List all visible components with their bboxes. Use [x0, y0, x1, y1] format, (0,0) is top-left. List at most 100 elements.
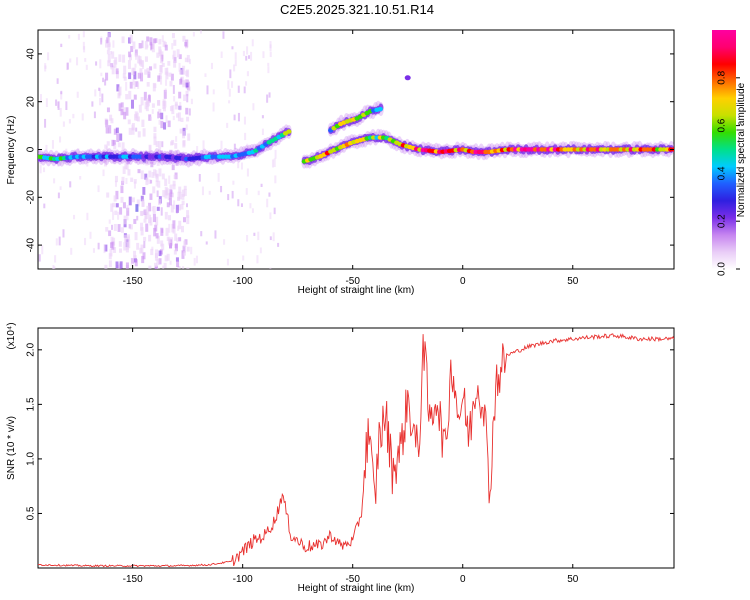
- spectrogram-cell: [111, 224, 114, 230]
- spectrogram-cell: [150, 248, 154, 256]
- spectrogram-cell: [115, 127, 119, 134]
- spectrogram-cell: [137, 72, 141, 79]
- spectrogram-cell: [159, 150, 163, 155]
- spectrogram-cell: [120, 227, 124, 233]
- spectrogram-cell: [160, 240, 164, 247]
- spectrogram-cell: [231, 46, 234, 50]
- spectrogram-cell: [155, 141, 159, 148]
- spectrogram-cell: [45, 144, 48, 151]
- spectrogram-trace-outlier: [404, 75, 411, 81]
- spectrogram-cell: [128, 127, 132, 135]
- spectrogram-cell: [138, 104, 142, 113]
- spectrogram-cell: [111, 51, 115, 59]
- spectrogram-cell: [99, 97, 102, 106]
- spectrogram-cell: [94, 89, 97, 97]
- spectrogram-cell: [246, 143, 249, 150]
- spectrogram-cell: [134, 259, 138, 267]
- snr-y-label: SNR (10 * v/v): [6, 416, 17, 480]
- spectrogram-cell: [269, 236, 272, 241]
- spectrogram-cell: [145, 177, 149, 186]
- spectrogram-cell: [110, 51, 113, 55]
- spectrogram-cell: [123, 65, 127, 75]
- spectrogram-cell: [163, 262, 167, 269]
- spectrogram-cell: [127, 169, 131, 176]
- spectrogram-cell: [158, 113, 162, 118]
- spectrogram-cell: [161, 228, 164, 233]
- spectrogram-cell: [173, 57, 177, 63]
- spectrogram-cell: [269, 44, 272, 52]
- spectrogram-cell: [156, 157, 160, 166]
- spectrogram-cell: [106, 192, 110, 198]
- spectrogram-trace-main-band: [38, 124, 292, 168]
- spectrogram-cell: [155, 170, 158, 178]
- spectrogram-cell: [120, 185, 124, 194]
- spectrogram-cell: [118, 54, 122, 62]
- spectrogram-cell: [185, 203, 188, 208]
- spectrogram-cell: [140, 222, 144, 231]
- spectrogram-x-tick-label: -100: [233, 276, 253, 287]
- spectrogram-cell: [123, 234, 127, 243]
- spectrogram-cell: [178, 105, 182, 110]
- spectrogram-cell: [242, 50, 245, 57]
- spectrogram-cell: [123, 215, 127, 225]
- spectrogram-cell: [101, 93, 104, 103]
- spectrogram-cell: [178, 186, 182, 193]
- spectrogram-cell: [108, 253, 112, 260]
- spectrogram-cell: [135, 127, 138, 132]
- spectrogram-cell: [229, 69, 232, 79]
- spectrogram-cell: [199, 30, 202, 34]
- spectrogram-cell: [106, 107, 110, 113]
- spectrogram-cell: [106, 145, 109, 152]
- spectrogram-cell: [162, 190, 166, 198]
- spectrogram-cell: [174, 243, 178, 252]
- spectrogram-cell: [117, 142, 121, 148]
- spectrogram-cell: [156, 235, 160, 244]
- spectrogram-cell: [233, 114, 236, 121]
- spectrogram-cell: [174, 142, 178, 149]
- spectrogram-cell: [55, 99, 58, 106]
- spectrogram-cell: [143, 91, 147, 101]
- spectrogram-cell: [126, 234, 130, 239]
- spectrogram-cell: [133, 181, 136, 189]
- spectrogram-cell: [128, 51, 132, 58]
- spectrogram-cell: [177, 191, 181, 201]
- spectrogram-cell: [269, 51, 272, 58]
- spectrogram-cell: [268, 192, 271, 197]
- spectrogram-cell: [126, 215, 129, 221]
- spectrogram-cell: [171, 139, 175, 145]
- spectrogram-cell: [141, 255, 145, 264]
- spectrogram-cell: [164, 44, 168, 51]
- spectrogram-cell: [138, 43, 142, 49]
- spectrogram-cell: [129, 34, 133, 43]
- spectrogram-cell: [208, 190, 211, 195]
- spectrogram-cell: [187, 133, 191, 141]
- spectrogram-cell: [125, 241, 129, 250]
- spectrogram-cell: [251, 39, 254, 47]
- spectrogram-cell: [210, 62, 213, 70]
- spectrogram-cell: [131, 197, 135, 203]
- spectrogram-cell: [246, 235, 249, 242]
- spectrogram-cell: [173, 200, 176, 210]
- colorbar-ticks: 0.0 0.2 0.4 0.6 0.8: [717, 70, 740, 276]
- spectrogram-cell: [117, 211, 120, 220]
- spectrogram-cell: [273, 158, 276, 168]
- spectrogram-cell: [245, 55, 248, 61]
- spectrogram-cell: [121, 142, 125, 150]
- spectrogram-cell: [243, 86, 246, 94]
- spectrogram-cell: [157, 75, 161, 82]
- spectrogram-cell: [152, 186, 156, 194]
- spectrogram-cell: [231, 81, 234, 88]
- spectrogram-cell: [142, 128, 146, 137]
- spectrogram-cell: [40, 94, 43, 103]
- spectrogram-cell: [253, 232, 256, 236]
- spectrogram-cell: [52, 268, 55, 269]
- spectrogram-cell: [174, 103, 178, 110]
- spectrogram-cell: [68, 35, 71, 39]
- spectrogram-cell: [180, 117, 184, 123]
- spectrogram-trace-upper-branch: [327, 100, 384, 137]
- spectrogram-panel: -150 -100 -50 0 50 -40 -20 0 20 40 Height of str…: [6, 29, 675, 296]
- spectrogram-cell: [148, 265, 152, 269]
- spectrogram-cell: [186, 215, 190, 225]
- spectrogram-cell: [259, 247, 262, 254]
- spectrogram-cell: [185, 107, 189, 115]
